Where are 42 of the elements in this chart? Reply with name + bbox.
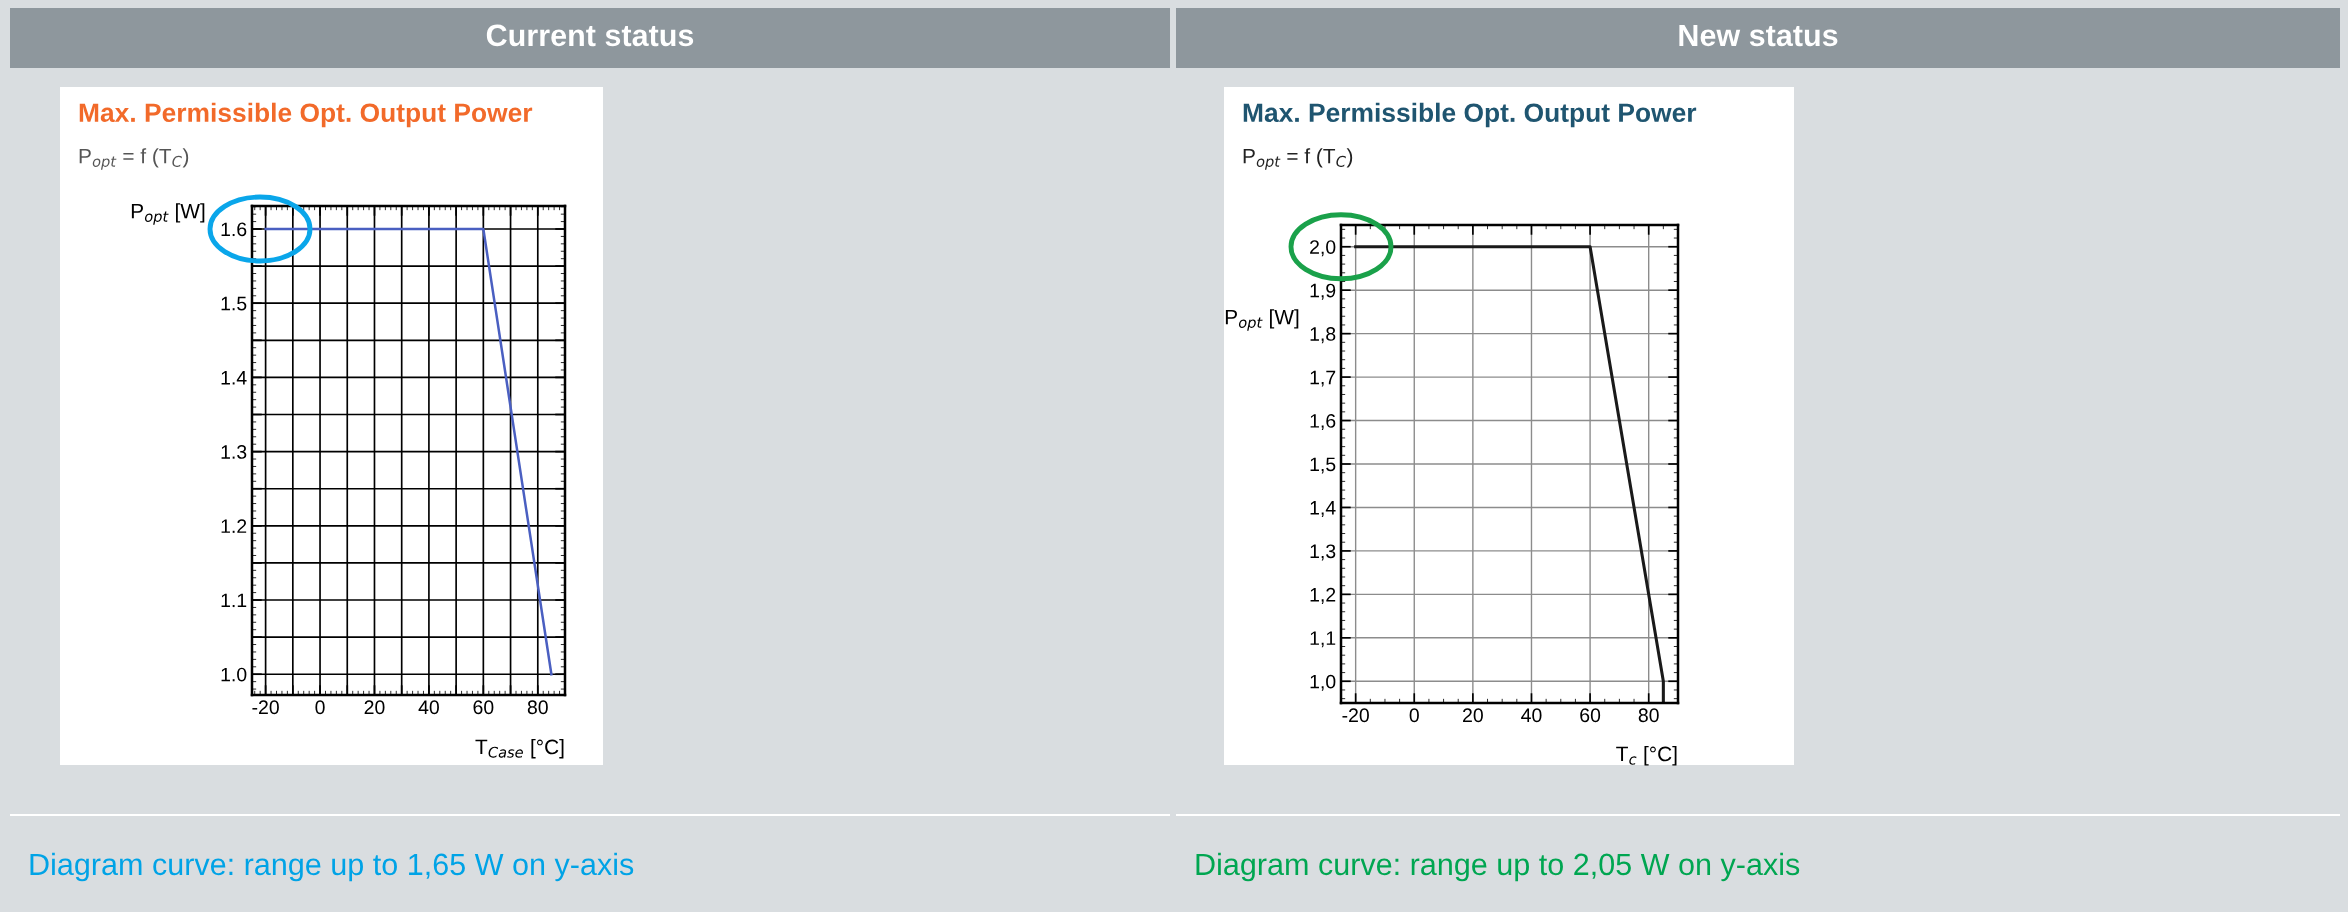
x-tick-label: 40 <box>418 700 439 715</box>
y-tick-label: 1.3 <box>221 445 247 459</box>
x-tick-label: 60 <box>1580 708 1601 723</box>
text: Diagram curve: range up to 2,05 W on y-axis <box>1196 852 1800 882</box>
y-tick-label: 1,7 <box>1310 370 1336 387</box>
y-tick-label: 1.4 <box>221 371 247 385</box>
y-axis-title: P$_{opt}$ [W] <box>131 203 205 225</box>
y-tick-label: 1.6 <box>221 222 247 237</box>
x-tick-label: 20 <box>364 700 385 715</box>
x-tick-label: -20 <box>1342 708 1369 723</box>
text: Diagram curve: range up to 1,65 W on y-axis <box>30 852 634 882</box>
chart-subtitle: P$_{opt}$ = f (T$_{C}$) <box>79 148 189 170</box>
y-tick-label: 1,0 <box>1310 674 1336 691</box>
y-tick-label: 1.0 <box>221 667 247 682</box>
x-tick-label: 0 <box>315 700 325 715</box>
x-tick-label: 80 <box>1638 708 1659 723</box>
y-tick-label: 1,5 <box>1310 457 1336 474</box>
y-tick-label: 1.1 <box>221 593 247 608</box>
x-axis-title: T$_{Case}$ [°C] <box>475 739 564 759</box>
text: Current status <box>486 24 694 47</box>
x-axis-title: T$_{c}$ [°C] <box>1616 746 1677 766</box>
x-tick-label: 40 <box>1521 708 1542 723</box>
y-tick-label: 1,9 <box>1310 283 1336 300</box>
chart-title: Max. Permissible Opt. Output Power <box>79 102 533 128</box>
chart-subtitle: P$_{opt}$ = f (T$_{C}$) <box>1243 148 1353 170</box>
x-tick-label: 20 <box>1463 708 1483 723</box>
y-tick-label: 1,3 <box>1310 544 1336 561</box>
y-tick-label: 1,8 <box>1310 327 1336 344</box>
y-tick-label: 1,2 <box>1310 587 1336 604</box>
chart-title: Max. Permissible Opt. Output Power <box>1243 102 1697 128</box>
y-axis-title: P$_{opt}$ [W] <box>1225 309 1299 331</box>
y-tick-label: 2,0 <box>1310 240 1336 257</box>
y-tick-label: 1.5 <box>221 296 247 311</box>
x-tick-label: -20 <box>252 700 279 715</box>
x-tick-label: 80 <box>527 700 548 715</box>
y-tick-label: 1,1 <box>1310 631 1336 648</box>
x-tick-label: 60 <box>473 700 494 715</box>
y-tick-label: 1.2 <box>221 519 247 533</box>
x-tick-label: 0 <box>1409 708 1419 723</box>
text: New status <box>1679 24 1838 47</box>
y-tick-label: 1,6 <box>1310 414 1336 431</box>
y-tick-label: 1,4 <box>1310 501 1336 517</box>
